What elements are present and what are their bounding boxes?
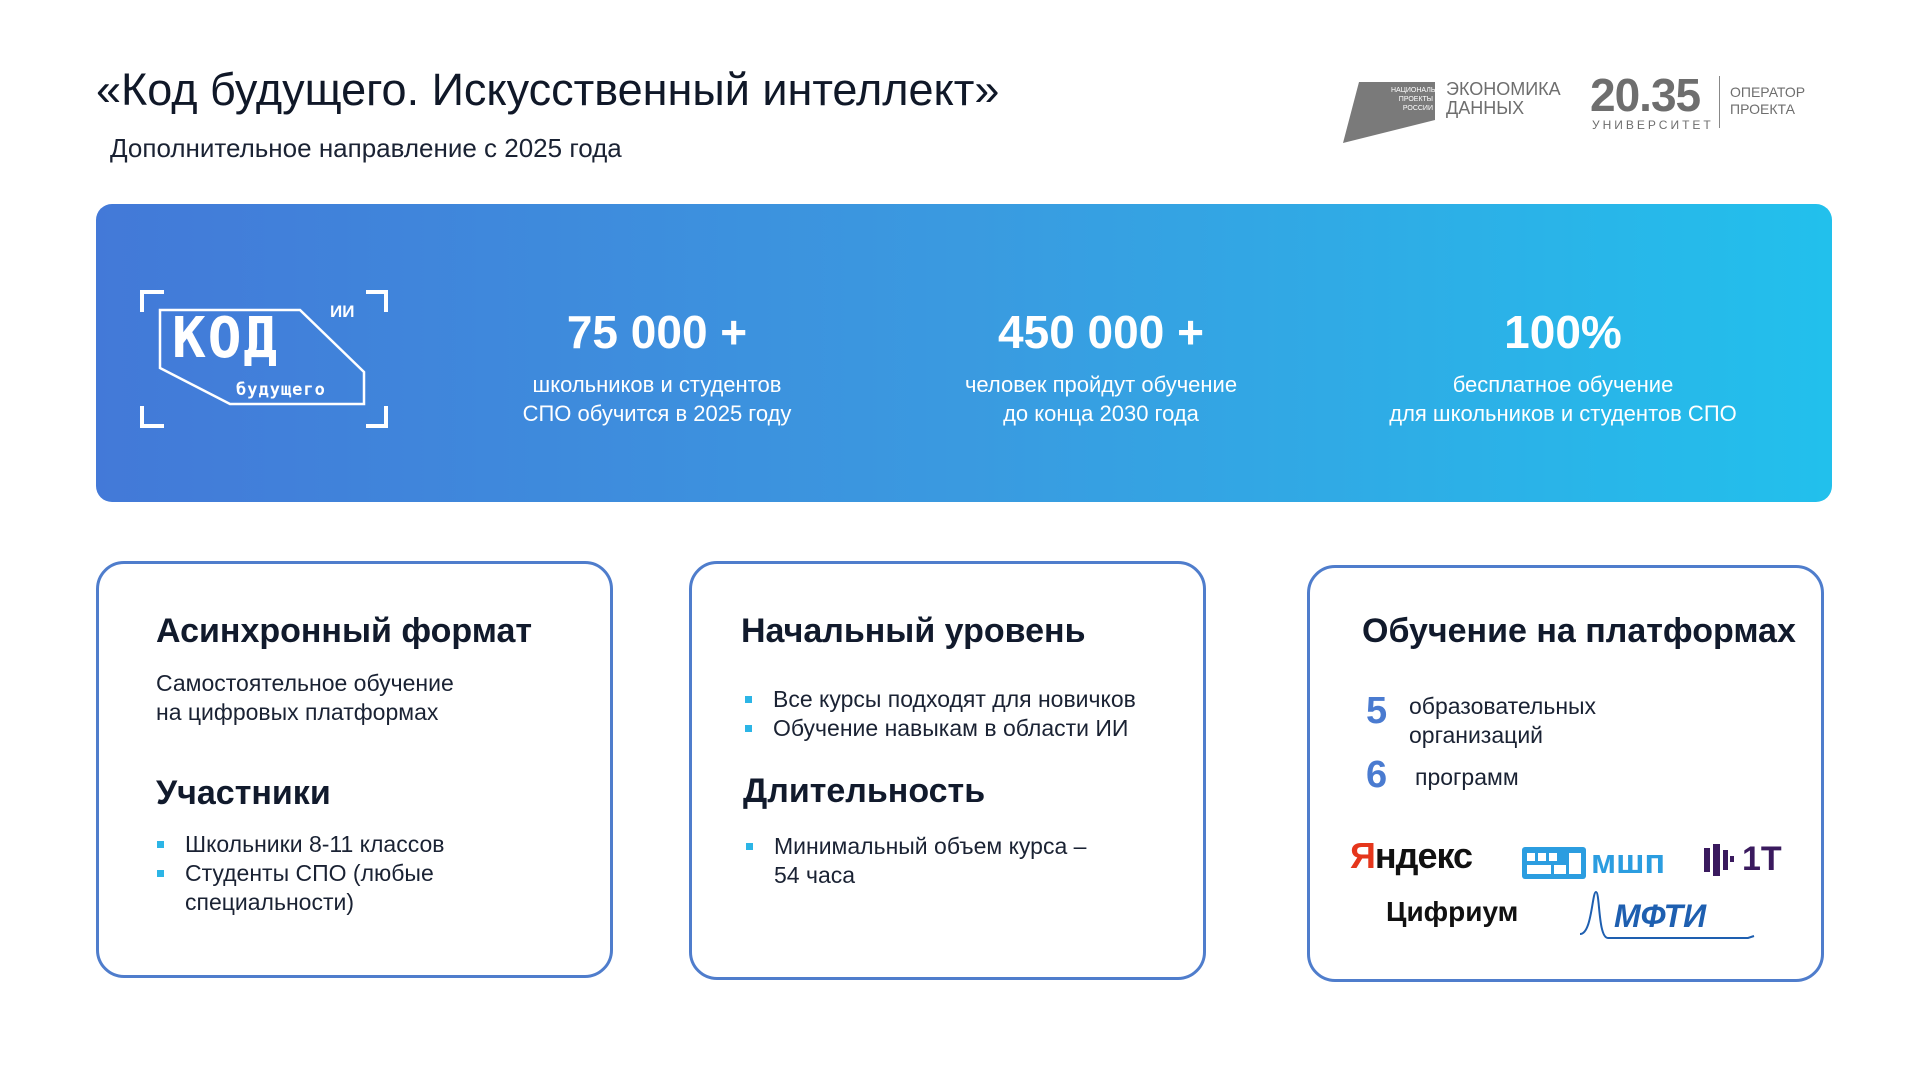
page-title: «Код будущего. Искусственный интеллект» <box>96 64 1000 115</box>
program-label: программ <box>1415 764 1519 790</box>
page-subtitle: Дополнительное направление с 2025 года <box>110 133 622 163</box>
duration-list: Минимальный объем курса – 54 часа <box>746 832 1086 890</box>
card-heading: Обучение на платформах <box>1362 612 1796 650</box>
list-item-continuation: специальности) <box>185 889 354 915</box>
logo-divider <box>1719 76 1720 128</box>
card-heading-participants: Участники <box>156 774 331 812</box>
operator-line2: ПРОЕКТА <box>1730 101 1795 117</box>
mshp-logo: мшп <box>1521 843 1665 882</box>
logo-sup-text: ИИ <box>330 302 355 321</box>
card-platforms: Обучение на платформах 5 образовательных… <box>1307 565 1824 982</box>
university-2035-label: УНИВЕРСИТЕТ <box>1592 118 1714 132</box>
card-heading-duration: Длительность <box>743 772 986 810</box>
stat-free: 100% бесплатное обучение для школьников и… <box>1389 306 1737 426</box>
card-level: Начальный уровень Все курсы подходят для… <box>689 561 1206 980</box>
stats-banner: КОД ИИ будущего 75 000 + школьников и ст… <box>96 204 1832 502</box>
yandex-logo: Яндекс <box>1350 835 1473 876</box>
mfti-logo: МФТИ <box>1578 890 1758 942</box>
economy-logo-line2: ДАННЫХ <box>1446 98 1525 118</box>
cifrium-logo: Цифриум <box>1386 896 1519 927</box>
card-text: Самостоятельное обучение на цифровых плат… <box>156 670 454 725</box>
national-projects-logo: НАЦИОНАЛЬНЫЕ ПРОЕКТЫ РОССИИ <box>1341 80 1451 144</box>
stat-students: 75 000 + школьников и студентов СПО обучи… <box>522 306 792 426</box>
logo-sub-text: будущего <box>236 380 326 400</box>
org-count: 5 <box>1366 690 1388 732</box>
list-item: Все курсы подходят для новичков <box>745 685 1136 714</box>
kod-budushchego-logo: КОД ИИ будущего <box>140 290 390 430</box>
card-format: Асинхронный формат Самостоятельное обуче… <box>96 561 613 978</box>
economy-logo-line1: ЭКОНОМИКА <box>1446 79 1561 99</box>
participants-list: Школьники 8-11 классов Студенты СПО (люб… <box>157 830 444 917</box>
card-heading: Начальный уровень <box>741 612 1086 650</box>
list-item: Студенты СПО (любые <box>157 859 444 888</box>
logo-main-text: КОД <box>172 306 280 371</box>
org-label: образовательных организаций <box>1409 693 1597 748</box>
level-list: Все курсы подходят для новичков Обучение… <box>745 685 1136 743</box>
operator-line1: ОПЕРАТОР <box>1730 84 1806 100</box>
one-t-logo: 1T <box>1700 840 1782 879</box>
stat-people: 450 000 + человек пройдут обучение до кон… <box>964 306 1238 426</box>
program-count: 6 <box>1366 754 1388 796</box>
list-item: Школьники 8-11 классов <box>157 830 444 859</box>
list-item-continuation: 54 часа <box>774 862 856 888</box>
list-item: Минимальный объем курса – <box>746 832 1086 861</box>
university-2035-number: 20.35 <box>1590 69 1701 121</box>
card-heading: Асинхронный формат <box>156 612 533 650</box>
list-item: Обучение навыкам в области ИИ <box>745 714 1136 743</box>
